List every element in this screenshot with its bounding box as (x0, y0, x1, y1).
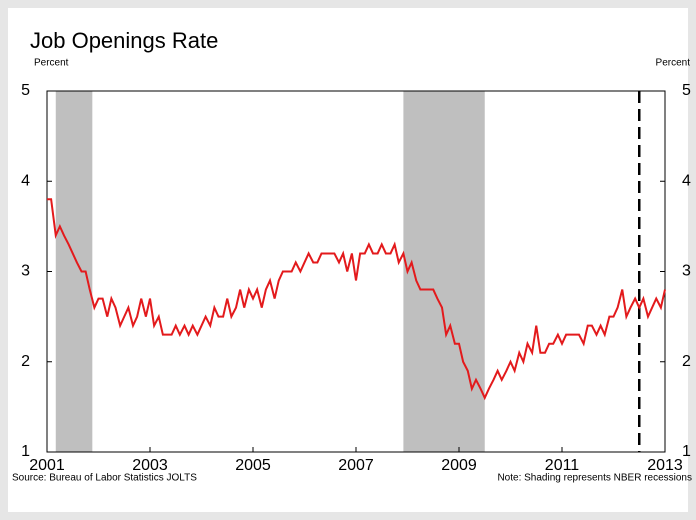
x-tick-label: 2013 (647, 457, 683, 474)
note: Note: Shading represents NBER recessions (497, 473, 692, 484)
x-tick-label: 2009 (441, 457, 477, 474)
y-axis-label: Percent (34, 58, 69, 69)
y2-tick-label: 4 (682, 172, 691, 189)
y2-tick-label: 3 (682, 263, 691, 280)
line (47, 198, 666, 401)
y2-tick-label: 5 (682, 82, 691, 99)
y-tick-label: 5 (21, 82, 30, 99)
x-tick-label: 2011 (545, 457, 580, 474)
y-tick-label: 1 (21, 443, 30, 460)
y2-axis-label: Percent (656, 58, 691, 69)
chart-title: Job Openings Rate (30, 28, 218, 53)
x-tick-label: 2005 (235, 457, 271, 474)
source: Source: Bureau of Labor Statistics JOLTS (12, 473, 197, 484)
recession-shade (403, 91, 485, 452)
y-tick-label: 3 (21, 263, 30, 280)
panel (8, 8, 688, 512)
x-tick-label: 2001 (29, 457, 65, 474)
y2-tick-label: 2 (682, 353, 691, 370)
recession-shade (55, 91, 93, 452)
y-tick-label: 4 (21, 172, 30, 189)
y-tick-label: 2 (21, 353, 30, 370)
y2-tick-label: 1 (682, 443, 691, 460)
x-tick-label: 2003 (132, 457, 168, 474)
x-tick-label: 2007 (338, 457, 374, 474)
